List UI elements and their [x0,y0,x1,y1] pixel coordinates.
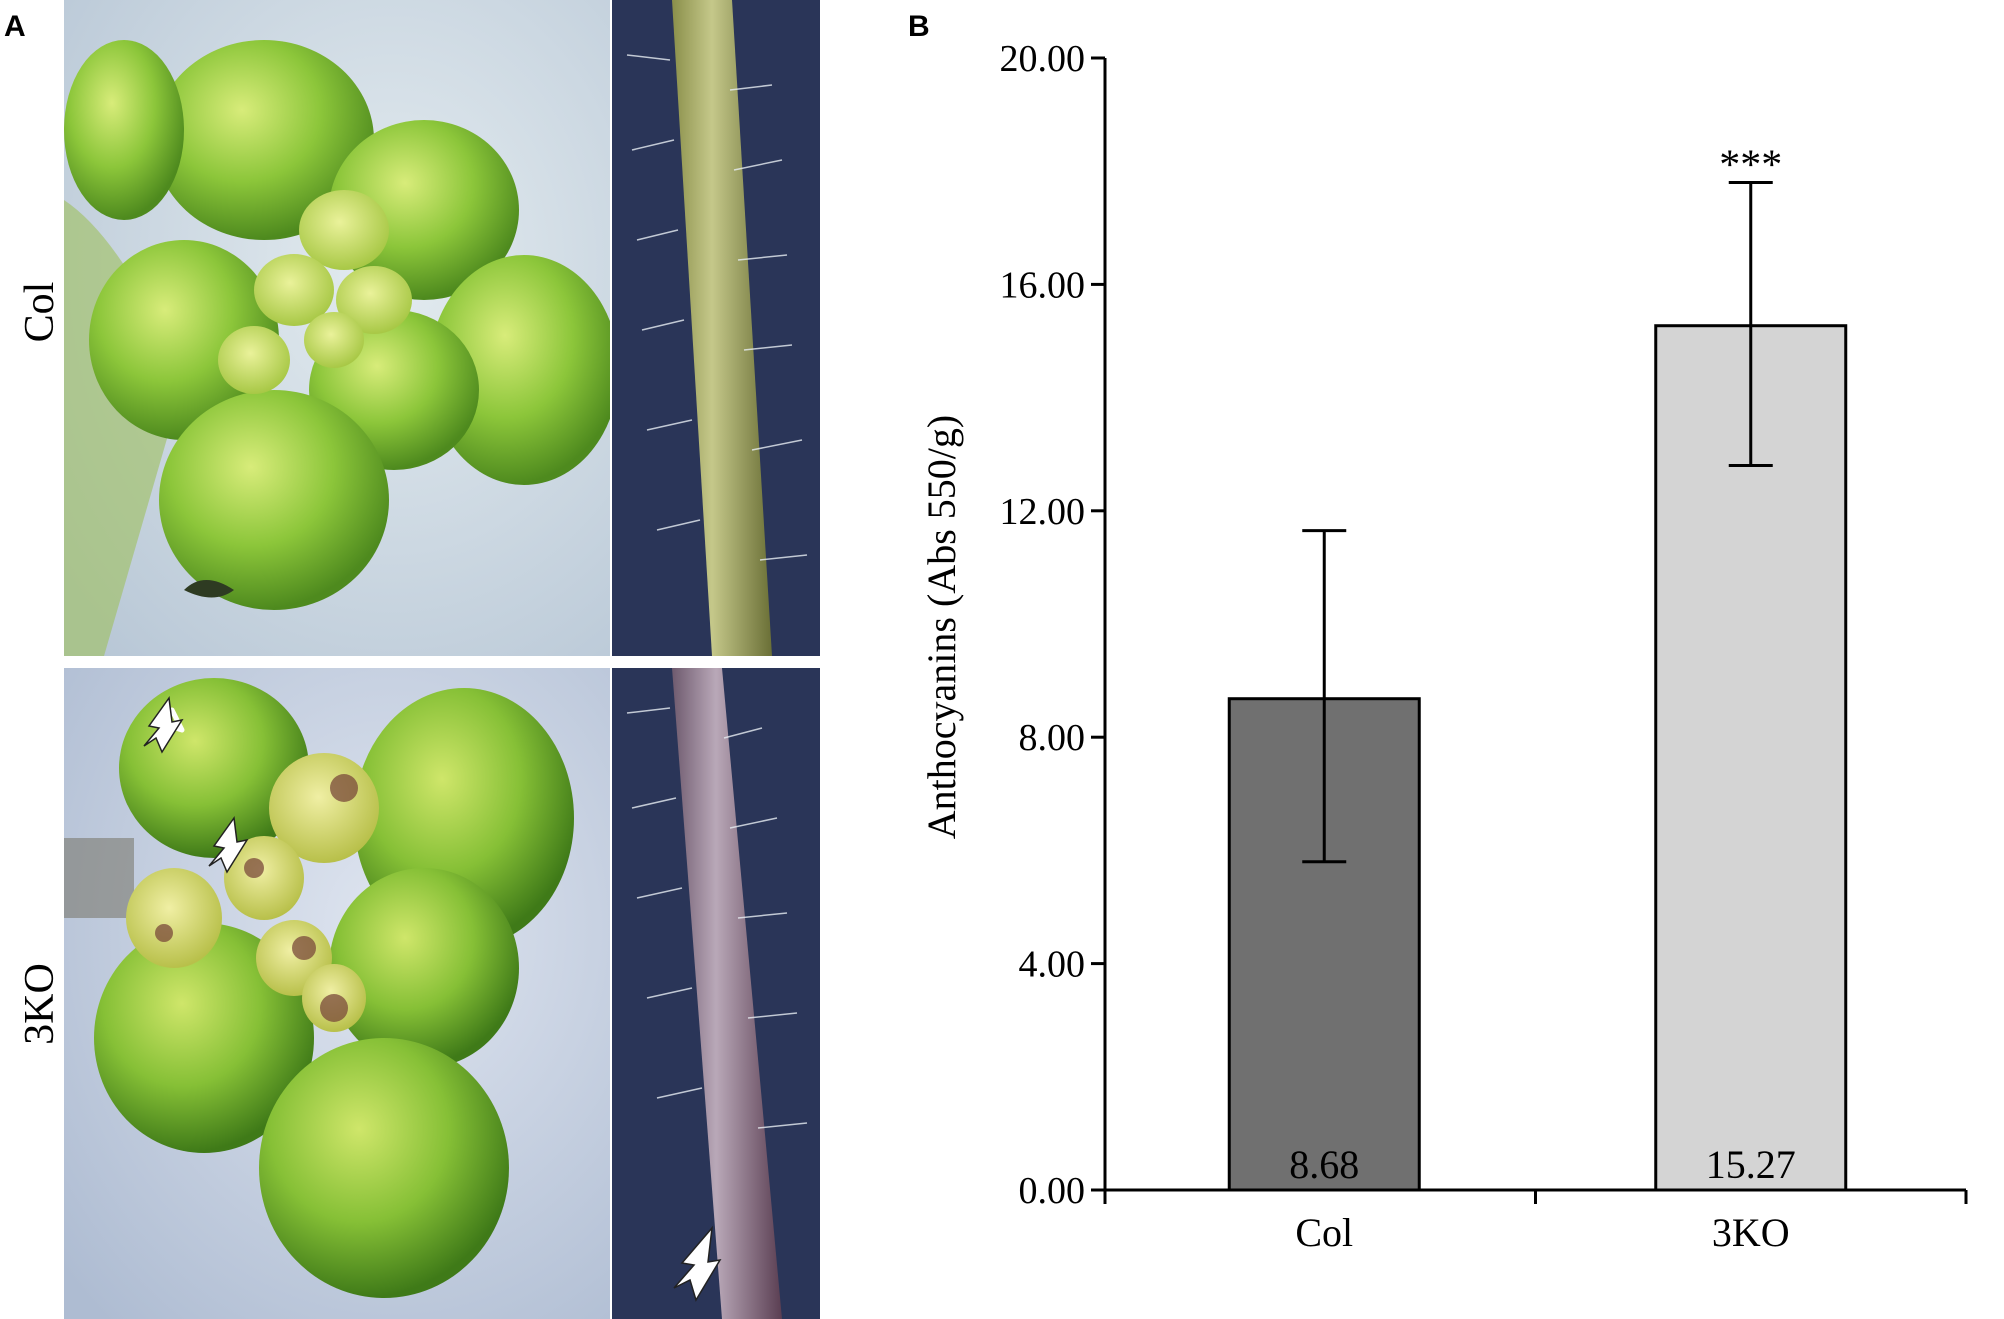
panel-a-letter: A [4,10,26,43]
row-label-3ko: 3KO [17,963,63,1045]
y-tick-label: 8.00 [1019,717,1086,759]
y-tick-label: 0.00 [1019,1170,1086,1212]
panel-b-letter: B [908,10,930,43]
y-tick-label: 16.00 [1000,264,1086,306]
x-tick-label: 3KO [1712,1210,1790,1255]
3ko-stem-photo [612,668,820,1319]
bar-value-label: 15.27 [1706,1142,1796,1187]
col-flower-photo [64,0,610,656]
bar-chart: 0.00 4.00 8.00 12.00 16.00 20.00 Col 3KO 8.68 1… [919,38,1968,1255]
x-axis: Col 3KO [1103,1188,1968,1255]
y-tick-label: 20.00 [1000,38,1086,80]
y-tick-label: 4.00 [1019,944,1086,986]
col-stem-photo [612,0,820,656]
significance-marker: *** [1719,143,1782,189]
y-axis: 0.00 4.00 8.00 12.00 16.00 20.00 [1000,38,1107,1212]
x-tick-label: Col [1295,1210,1353,1255]
y-tick-label: 12.00 [1000,491,1086,533]
bar-value-label: 8.68 [1289,1142,1359,1187]
bars: 8.68 15.27 *** [1227,143,1848,1192]
bar-3ko [1654,324,1848,1192]
y-axis-label: Anthocyanins (Abs 550/g) [919,415,964,839]
3ko-flower-photo [64,668,610,1319]
row-label-col: Col [17,281,63,343]
